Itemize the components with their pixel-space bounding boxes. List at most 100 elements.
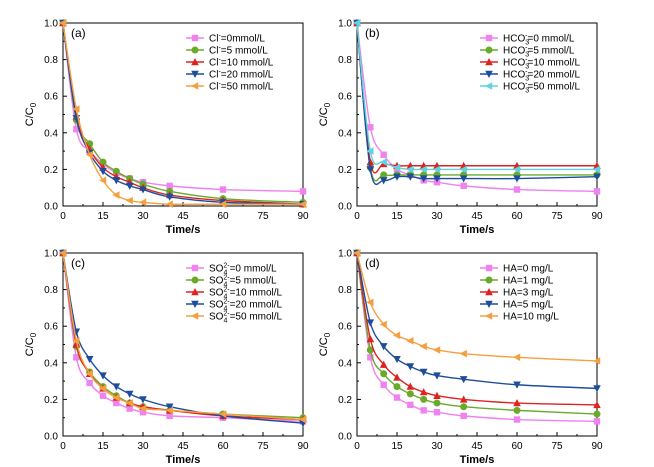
x-tick-label: 15 (391, 441, 403, 452)
x-tick-label: 45 (471, 441, 483, 452)
y-tick-label: 0.4 (44, 358, 58, 369)
y-tick-label: 0.2 (44, 165, 58, 176)
legend-swatch-marker (191, 264, 199, 272)
legend-item: SO42-=0 mmol/L (186, 263, 277, 277)
legend-item: HA=0 mg/L (480, 264, 554, 275)
legend: HA=0 mg/LHA=1 mg/LHA=3 mg/LHA=5 mg/LHA=1… (480, 264, 559, 323)
data-point (366, 335, 375, 343)
data-point (367, 354, 374, 361)
legend-item: SO42-=20 mmol/L (186, 299, 283, 313)
legend-label: Cl-=10 mmol/L (209, 57, 274, 69)
data-point (72, 105, 80, 113)
legend-label: SO42-=20 mmol/L (209, 299, 283, 313)
legend-item: HA=1 mg/L (480, 276, 554, 287)
x-tick-label: 60 (217, 441, 229, 452)
legend-item: Cl-=10 mmol/L (186, 57, 274, 69)
data-point (299, 415, 307, 424)
x-tick-label: 60 (511, 441, 523, 452)
data-point (393, 355, 401, 364)
data-point (379, 343, 388, 351)
y-tick-label: 0.0 (44, 202, 58, 213)
series-line (62, 22, 304, 193)
legend-swatch-marker (191, 46, 199, 54)
data-point (219, 410, 227, 418)
y-tick-label: 0.6 (338, 322, 352, 333)
x-axis-title: Time/s (166, 454, 201, 466)
data-point (420, 407, 427, 414)
data-point (139, 186, 147, 194)
data-point (433, 175, 441, 183)
data-point (380, 370, 388, 378)
data-point (513, 416, 521, 423)
data-point (380, 171, 388, 179)
panel-c: 0 15 30 45 60 75 90 0.0 0.2 0.4 0.6 0.8 1.0 Time/s C/C… (24, 249, 309, 467)
data-point (139, 404, 147, 413)
data-point (406, 173, 415, 181)
data-point (139, 396, 147, 404)
legend-label: Cl-=20 mmol/L (209, 69, 274, 81)
data-point (406, 337, 414, 345)
series-0 (59, 19, 307, 195)
data-point (419, 175, 428, 183)
series-line (356, 252, 598, 415)
data-point (593, 165, 601, 174)
legend-label: SO42-=0 mmol/L (209, 263, 277, 277)
x-tick-label: 15 (97, 211, 109, 222)
x-tick-label: 75 (551, 211, 563, 222)
data-point (433, 165, 441, 174)
y-tick-label: 0.6 (44, 92, 58, 103)
legend-swatch-marker (485, 46, 493, 54)
data-point (513, 165, 521, 174)
series-4 (59, 249, 307, 424)
data-point (393, 163, 401, 172)
data-point (72, 337, 80, 345)
data-point (380, 151, 387, 158)
data-point (393, 394, 401, 401)
data-point (459, 165, 467, 174)
data-point (99, 392, 107, 399)
legend-item: HCO3-=10 mmol/L (480, 57, 580, 71)
legend-swatch-marker (485, 288, 493, 296)
y-tick-label: 0.2 (338, 395, 352, 406)
y-tick-label: 0.0 (338, 432, 352, 443)
data-point (85, 369, 93, 378)
y-tick-label: 0.0 (44, 432, 58, 443)
series-2 (353, 249, 601, 409)
data-point (59, 19, 67, 27)
data-point (366, 166, 375, 174)
series-line (356, 252, 598, 362)
data-point (166, 182, 173, 190)
data-point (219, 200, 227, 208)
data-point (393, 173, 401, 181)
data-point (459, 175, 468, 183)
x-tick-label: 60 (217, 211, 229, 222)
data-point (59, 249, 67, 257)
legend-item: HA=5 mg/L (480, 300, 554, 311)
y-tick-label: 0.8 (338, 285, 352, 296)
data-point (406, 363, 415, 371)
y-axis-title: C/C0 (24, 332, 38, 356)
data-point (419, 388, 428, 396)
data-point (99, 372, 107, 380)
legend-label: HCO3-=20 mmol/L (503, 69, 580, 83)
x-tick-label: 90 (297, 441, 309, 452)
legend-label: SO42-=5 mmol/L (209, 275, 277, 289)
data-point (165, 193, 174, 201)
data-point (393, 383, 401, 391)
data-point (433, 391, 441, 399)
legend-swatch-marker (485, 300, 493, 308)
x-tick-label: 90 (591, 441, 603, 452)
data-point (366, 298, 374, 307)
y-tick-label: 0.8 (338, 55, 352, 66)
legend-label: HCO3-=10 mmol/L (503, 57, 580, 71)
legend-item: SO42-=10 mmol/L (186, 287, 283, 301)
data-point (85, 150, 93, 159)
x-tick-label: 45 (177, 441, 189, 452)
legend-label: HCO3-=50 mmol/L (503, 81, 580, 95)
series-0 (353, 249, 601, 425)
legend-swatch-marker (485, 82, 493, 90)
data-point (299, 200, 307, 208)
data-point (379, 320, 387, 329)
series-4 (59, 19, 307, 208)
